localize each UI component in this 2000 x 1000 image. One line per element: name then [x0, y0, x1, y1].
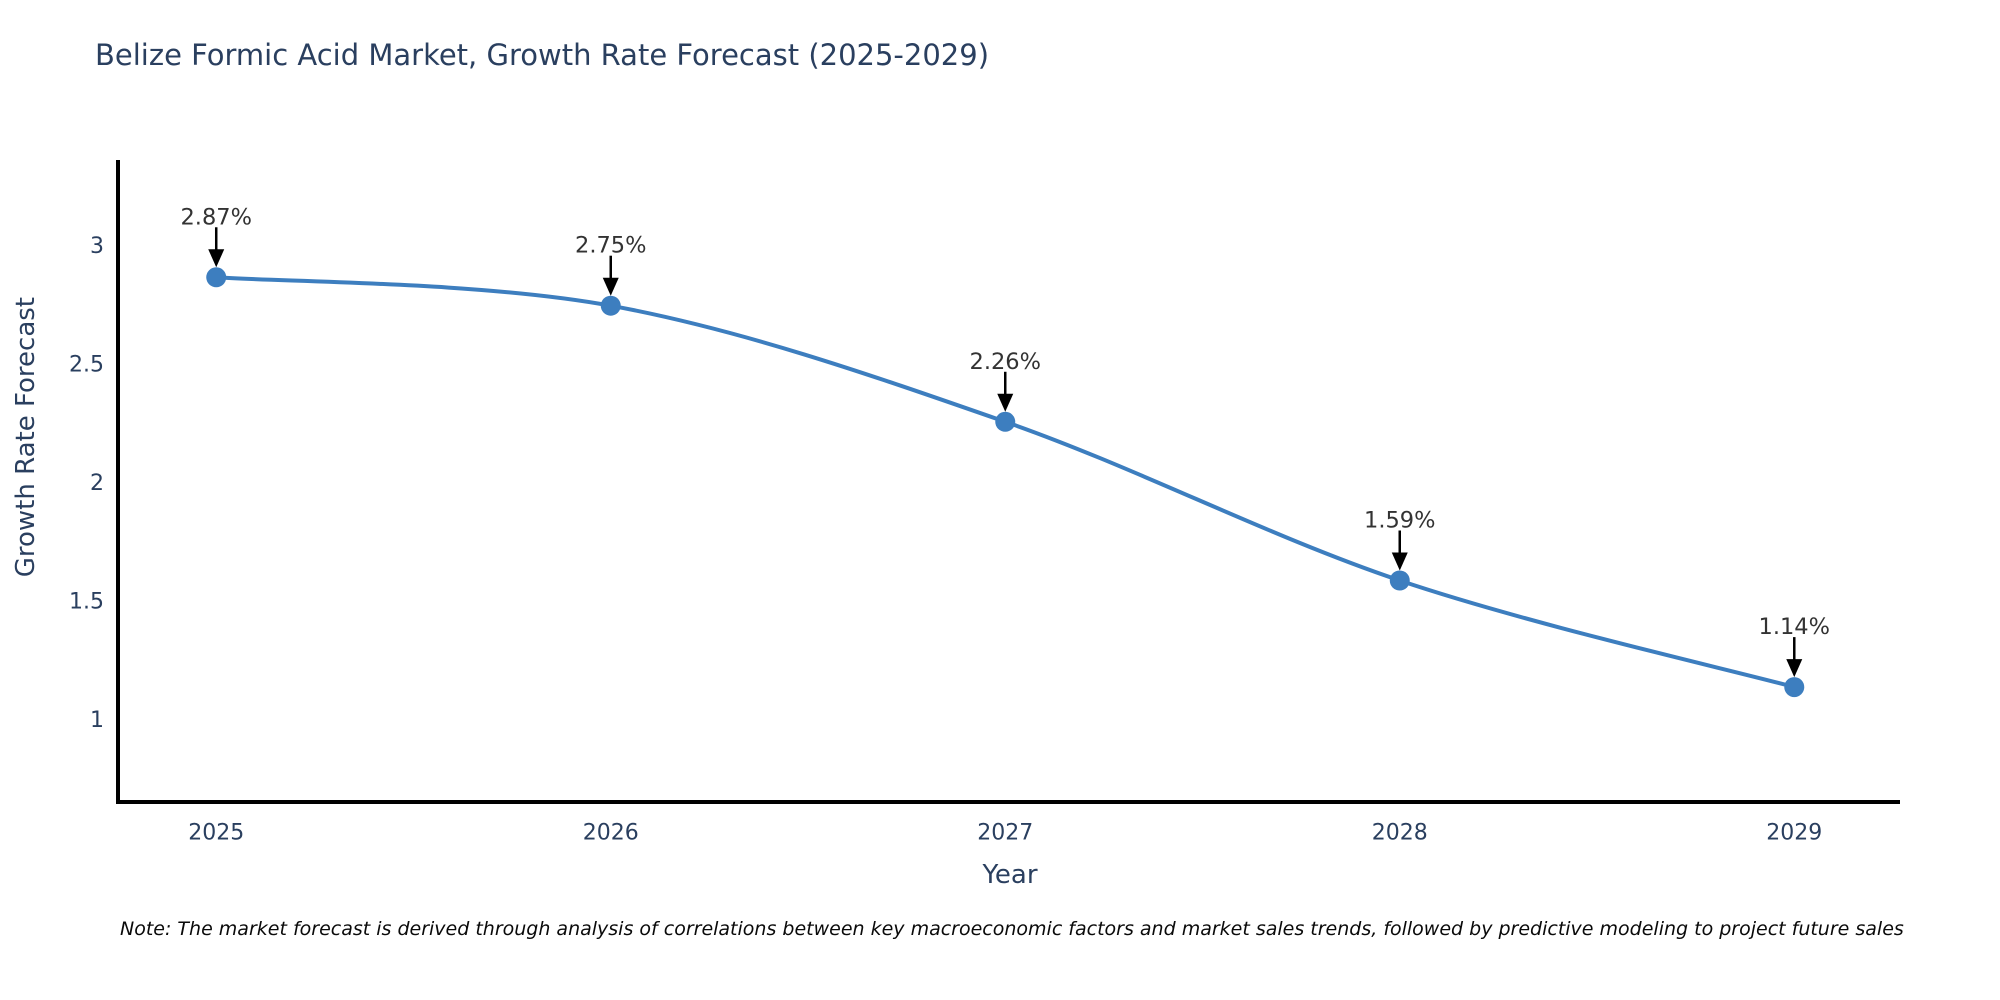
x-tick-label: 2026 — [583, 821, 639, 846]
annotation-arrow-head-2026 — [602, 277, 619, 296]
x-tick-label: 2029 — [1766, 821, 1822, 846]
forecast-line — [216, 275, 1795, 690]
data-point-2027 — [995, 411, 1016, 432]
x-tick-label: 2027 — [977, 821, 1033, 846]
data-point-2026 — [600, 295, 621, 316]
annotation-arrow-head-2028 — [1391, 552, 1408, 571]
data-point-2025 — [206, 267, 227, 288]
data-point-2029 — [1784, 677, 1805, 698]
annotation-label-2027: 2.26% — [970, 349, 1041, 375]
annotation-arrow-head-2029 — [1786, 659, 1803, 678]
x-tick-label: 2025 — [188, 821, 244, 846]
annotation-label-2025: 2.87% — [180, 204, 251, 230]
y-tick-label: 1 — [90, 708, 104, 733]
chart-title: Belize Formic Acid Market, Growth Rate F… — [95, 38, 990, 72]
y-axis-title: Growth Rate Forecast — [11, 297, 41, 578]
y-tick-label: 3 — [90, 234, 104, 259]
annotation-label-2026: 2.75% — [575, 233, 646, 259]
annotation-arrow-head-2025 — [208, 249, 225, 268]
y-tick-label: 2 — [90, 471, 104, 496]
annotation-label-2028: 1.59% — [1364, 507, 1435, 533]
x-axis-title: Year — [982, 860, 1038, 890]
annotation-label-2029: 1.14% — [1759, 614, 1830, 640]
x-tick-label: 2028 — [1372, 821, 1428, 846]
y-tick-label: 1.5 — [69, 589, 104, 614]
footnote: Note: The market forecast is derived thr… — [120, 918, 1904, 940]
annotation-arrow-head-2027 — [997, 393, 1014, 412]
y-tick-label: 2.5 — [69, 352, 104, 377]
data-point-2028 — [1389, 570, 1410, 591]
